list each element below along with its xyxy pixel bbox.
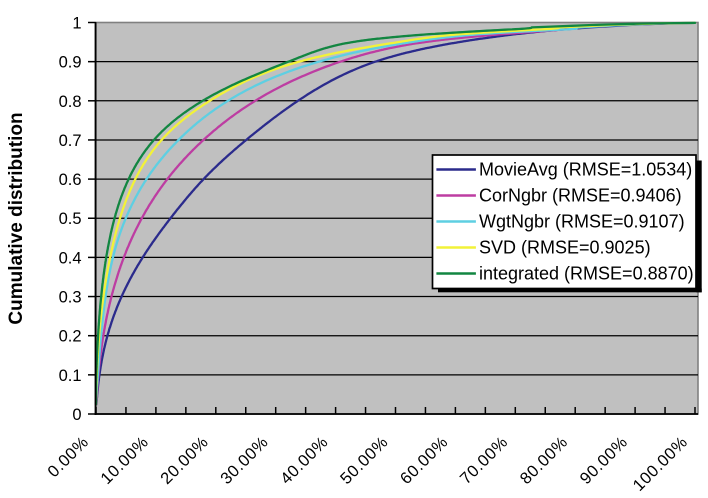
svg-text:integrated (RMSE=0.8870): integrated (RMSE=0.8870)	[479, 264, 694, 284]
svg-text:0.4: 0.4	[59, 249, 82, 267]
svg-text:Cumulative distribution: Cumulative distribution	[6, 112, 27, 324]
svg-text:CorNgbr (RMSE=0.9406): CorNgbr (RMSE=0.9406)	[479, 186, 682, 206]
svg-text:0.2: 0.2	[59, 328, 82, 346]
svg-text:0.9: 0.9	[59, 54, 82, 72]
svg-text:WgtNgbr (RMSE=0.9107): WgtNgbr (RMSE=0.9107)	[479, 212, 685, 232]
svg-text:MovieAvg (RMSE=1.0534): MovieAvg (RMSE=1.0534)	[479, 160, 692, 180]
svg-text:SVD (RMSE=0.9025): SVD (RMSE=0.9025)	[479, 238, 651, 258]
svg-text:0: 0	[72, 406, 81, 424]
svg-text:0.7: 0.7	[59, 132, 82, 150]
svg-text:0.3: 0.3	[59, 289, 82, 307]
svg-text:0.8: 0.8	[59, 93, 82, 111]
svg-text:0.1: 0.1	[59, 367, 82, 385]
svg-text:0.5: 0.5	[59, 210, 82, 228]
svg-text:0.6: 0.6	[59, 171, 82, 189]
svg-text:1: 1	[72, 15, 81, 33]
